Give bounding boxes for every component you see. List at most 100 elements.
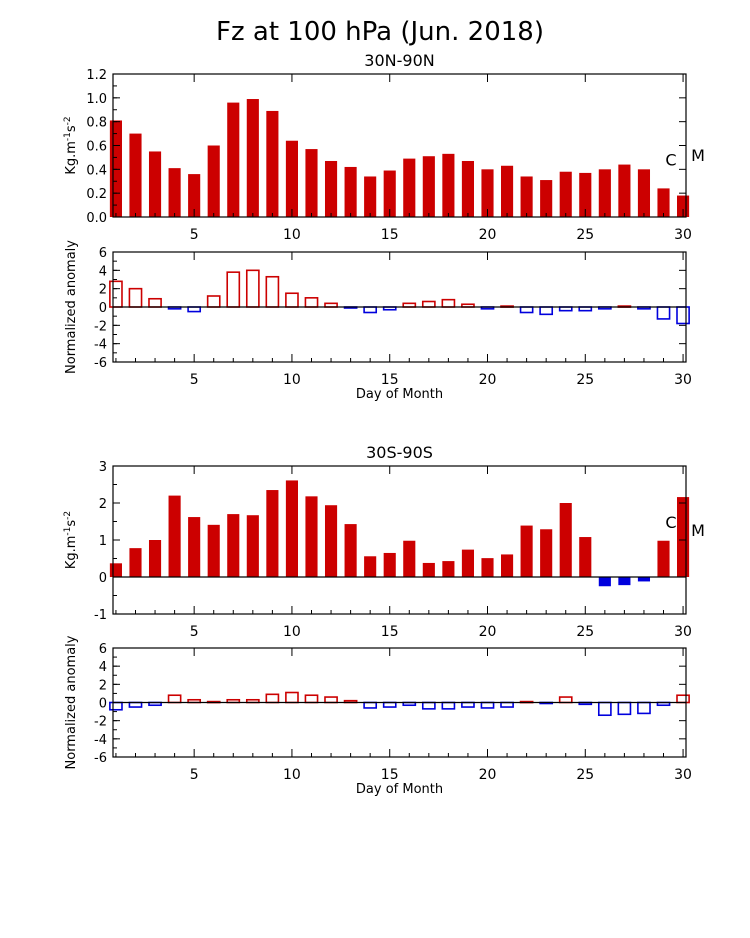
north-fz-bar-day-29 (657, 188, 670, 217)
north-anomaly-xtick-label: 15 (381, 372, 399, 388)
north-fz-ytick-label: 0.8 (86, 116, 107, 131)
north-anomaly-xtick-label: 25 (576, 372, 594, 388)
north-fz-bar-day-28 (637, 169, 651, 217)
north-fz-xtick-label: 10 (283, 227, 301, 243)
south-anomaly-xtick-label: 30 (674, 767, 692, 783)
north-fz-panel: 0.0 0.2 0.4 0.6 0.8 1.0 1.2 5 10 15 20 25 30 30N-90N K… (63, 51, 705, 243)
north-fz-title: 30N-90N (364, 51, 434, 70)
north-anomaly-bar-day-23 (539, 306, 554, 316)
north-fz-ylabel: Kg.m-1s-2 (63, 116, 79, 174)
north-fz-xtick-label: 30 (674, 227, 692, 243)
south-fz-bar-day-4 (168, 495, 181, 577)
north-anomaly-ytick-label: 0 (99, 301, 107, 316)
north-anomaly-xlabel: Day of Month (356, 387, 443, 402)
north-anomaly-bar-day-5 (187, 306, 202, 313)
north-anomaly-ylabel: Normalized anomaly (64, 240, 79, 374)
north-fz-bar-day-7 (227, 102, 240, 217)
north-anomaly-bar-day-3 (148, 297, 162, 308)
south-anomaly-bar-day-18 (441, 701, 456, 710)
north-fz-annotation-m: M (691, 146, 705, 165)
north-fz-bar-day-16 (403, 158, 416, 217)
south-anomaly-bar-day-14 (363, 701, 378, 709)
north-fz-xtick-label: 20 (479, 227, 497, 243)
north-fz-bar-day-14 (364, 176, 377, 217)
north-anomaly-xtick-label: 10 (283, 372, 301, 388)
north-fz-xtick-label: 25 (576, 227, 594, 243)
south-anomaly-xlabel: Day of Month (356, 782, 443, 797)
south-fz-bar-day-7 (227, 514, 240, 577)
south-anomaly-bar-day-10 (285, 691, 299, 704)
south-fz-xtick-label: 30 (674, 624, 692, 640)
south-fz-bar-day-18 (442, 561, 455, 577)
south-fz-annotation-c: C (665, 513, 676, 532)
south-fz-bar-day-25 (579, 537, 592, 577)
south-anomaly-ytick-label: 2 (99, 678, 107, 693)
south-anomaly-xtick-label: 20 (479, 767, 497, 783)
north-fz-bar-day-9 (266, 110, 279, 217)
south-anomaly-bar-day-1 (109, 701, 123, 711)
south-fz-bar-day-5 (188, 517, 201, 577)
north-anomaly-bar-day-29 (656, 306, 671, 320)
south-fz-annotation-m: M (691, 521, 705, 540)
south-anomaly-ytick-label: -2 (94, 715, 107, 730)
north-anomaly-bar-day-11 (304, 297, 319, 308)
south-fz-ytick-label: 0 (99, 571, 107, 586)
north-fz-bar-day-21 (501, 165, 514, 217)
south-fz-bar-day-14 (364, 556, 377, 577)
north-anomaly-bar-day-2 (128, 287, 143, 308)
north-fz-ytick-label: 1.2 (86, 68, 107, 83)
south-fz-bar-day-2 (129, 548, 142, 577)
north-fz-ytick-label: 0.0 (86, 211, 107, 226)
north-fz-bar-day-19 (461, 160, 474, 217)
south-fz-bar-day-11 (305, 496, 318, 577)
south-fz-xtick-label: 20 (479, 624, 497, 640)
south-fz-title: 30S-90S (366, 443, 433, 462)
south-anomaly-bar-day-15 (382, 701, 397, 708)
south-fz-bar-day-27 (618, 577, 631, 586)
north-anomaly-ytick-label: -2 (94, 319, 107, 334)
south-anomaly-panel: -6 -4 -2 0 2 4 6 5 10 15 20 25 30 Day of Month Normali… (64, 635, 692, 797)
south-anomaly-ytick-label: 4 (99, 660, 107, 675)
south-fz-bar-day-28 (637, 577, 651, 582)
south-fz-bar-day-29 (657, 540, 670, 577)
south-anomaly-ytick-label: -6 (94, 751, 107, 766)
north-fz-bar-day-17 (422, 156, 435, 217)
north-fz-bar-day-15 (383, 170, 396, 217)
south-anomaly-xtick-label: 25 (576, 767, 594, 783)
north-anomaly-ytick-label: -4 (94, 338, 107, 353)
north-fz-bar-day-18 (442, 153, 455, 217)
south-anomaly-bar-day-11 (304, 694, 319, 704)
south-fz-bar-day-9 (266, 490, 279, 577)
north-anomaly-bar-day-1 (109, 280, 123, 308)
south-fz-bar-day-19 (461, 549, 474, 577)
north-fz-bar-day-4 (168, 168, 181, 217)
south-fz-bar-day-16 (403, 540, 416, 577)
north-fz-bar-day-1 (109, 120, 122, 217)
south-anomaly-bar-day-27 (617, 701, 632, 716)
south-fz-bar-day-1 (109, 563, 122, 577)
north-fz-annotation-c: C (665, 151, 676, 170)
south-fz-bar-day-26 (598, 577, 611, 587)
south-anomaly-bar-day-28 (637, 701, 651, 715)
north-anomaly-bar-day-30 (676, 306, 690, 325)
south-fz-bar-day-8 (246, 515, 259, 577)
south-anomaly-xtick-label: 5 (190, 767, 199, 783)
south-fz-bar-day-10 (285, 480, 298, 577)
south-fz-bar-day-15 (383, 552, 396, 577)
south-anomaly-bar-day-17 (421, 701, 436, 710)
south-anomaly-bar-day-24 (558, 696, 573, 704)
south-fz-bar-day-20 (481, 558, 494, 577)
north-fz-xtick-label: 15 (381, 227, 399, 243)
north-fz-bar-day-24 (559, 171, 572, 217)
north-anomaly-ytick-label: 4 (99, 264, 107, 279)
north-anomaly-bar-day-6 (206, 295, 221, 308)
south-fz-bar-day-24 (559, 503, 572, 577)
north-fz-bar-day-26 (598, 169, 611, 217)
north-anomaly-xtick-label: 30 (674, 372, 692, 388)
north-fz-bar-day-3 (148, 151, 162, 217)
south-anomaly-bar-day-12 (324, 696, 338, 704)
north-anomaly-panel: -6 -4 -2 0 2 4 6 5 10 15 20 25 30 Day of Month Normali… (64, 240, 692, 402)
north-fz-bar-day-23 (540, 180, 553, 217)
south-anomaly-bar-day-2 (128, 701, 143, 708)
north-fz-bar-day-20 (481, 169, 494, 217)
